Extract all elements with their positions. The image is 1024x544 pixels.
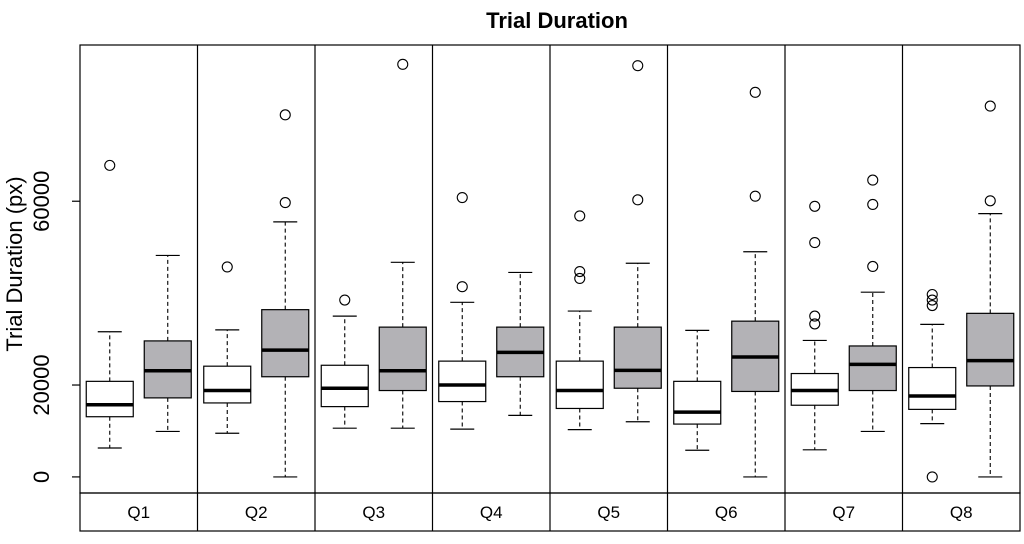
box-plot	[731, 86, 780, 478]
box	[438, 360, 487, 403]
outlier-point	[279, 197, 291, 209]
box	[848, 345, 897, 392]
outlier-point	[867, 260, 879, 273]
x-tick-label: Q3	[362, 503, 385, 522]
box-plot	[320, 294, 369, 429]
box-plot	[790, 200, 839, 451]
outlier-point	[104, 159, 116, 171]
outlier-point	[809, 310, 821, 322]
outlier-point	[456, 281, 468, 293]
box	[613, 326, 662, 389]
box-plot	[203, 261, 252, 434]
outlier-point	[749, 190, 761, 202]
box	[85, 380, 134, 418]
outlier-point	[926, 288, 938, 301]
box	[378, 326, 427, 392]
x-axis-ticks: Q1 Q2 Q3 Q4 Q5 Q6 Q7 Q8	[127, 503, 972, 522]
outlier-point	[279, 109, 291, 121]
x-tick-label: Q5	[597, 503, 620, 522]
outlier-point	[926, 299, 938, 312]
outlier-point	[574, 265, 586, 278]
outlier-point	[926, 471, 938, 483]
box	[908, 366, 957, 410]
outlier-point	[221, 261, 233, 273]
outlier-point	[984, 195, 996, 207]
box-plot	[438, 191, 487, 430]
box-plot	[555, 210, 604, 431]
box-plot	[378, 58, 427, 429]
x-tick-label: Q2	[245, 503, 268, 522]
outlier-point	[809, 318, 821, 330]
outlier-point	[867, 174, 879, 186]
outlier-point	[397, 58, 409, 70]
box	[966, 312, 1015, 387]
box	[261, 309, 310, 378]
box-plot	[908, 288, 957, 483]
outlier-point	[632, 60, 644, 72]
box	[320, 364, 369, 408]
box	[555, 360, 604, 410]
box-plot	[85, 159, 134, 449]
x-tick-label: Q8	[950, 503, 973, 522]
box-plot	[613, 60, 662, 423]
box-plots	[85, 58, 1015, 483]
x-tick-label: Q7	[832, 503, 855, 522]
y-axis-label: Trial Duration (px)	[2, 176, 27, 351]
box-plot	[496, 271, 545, 416]
outlier-point	[984, 100, 996, 112]
box-plot	[143, 254, 192, 433]
box	[203, 365, 252, 404]
box-plot	[848, 174, 897, 433]
outlier-point	[926, 294, 938, 306]
panel-dividers	[196, 45, 904, 531]
outlier-point	[809, 237, 821, 249]
y-tick-label: 0	[29, 471, 54, 483]
y-axis-ticks: 0 20000 60000	[29, 171, 80, 483]
outlier-point	[867, 198, 879, 210]
outlier-point	[809, 200, 821, 212]
box-plot	[261, 109, 310, 478]
y-tick-label: 60000	[29, 171, 54, 232]
x-tick-label: Q6	[715, 503, 738, 522]
outlier-point	[339, 294, 351, 306]
outlier-point	[632, 194, 644, 206]
y-tick-label: 20000	[29, 354, 54, 415]
outlier-point	[574, 210, 586, 222]
box-plot	[673, 329, 722, 451]
box	[673, 380, 722, 425]
x-tick-label: Q4	[480, 503, 503, 522]
chart-title: Trial Duration	[486, 8, 628, 33]
outlier-point	[456, 191, 468, 204]
outlier-point	[749, 86, 761, 98]
box-plot	[966, 100, 1015, 478]
x-tick-label: Q1	[127, 503, 150, 522]
outlier-point	[574, 272, 586, 284]
